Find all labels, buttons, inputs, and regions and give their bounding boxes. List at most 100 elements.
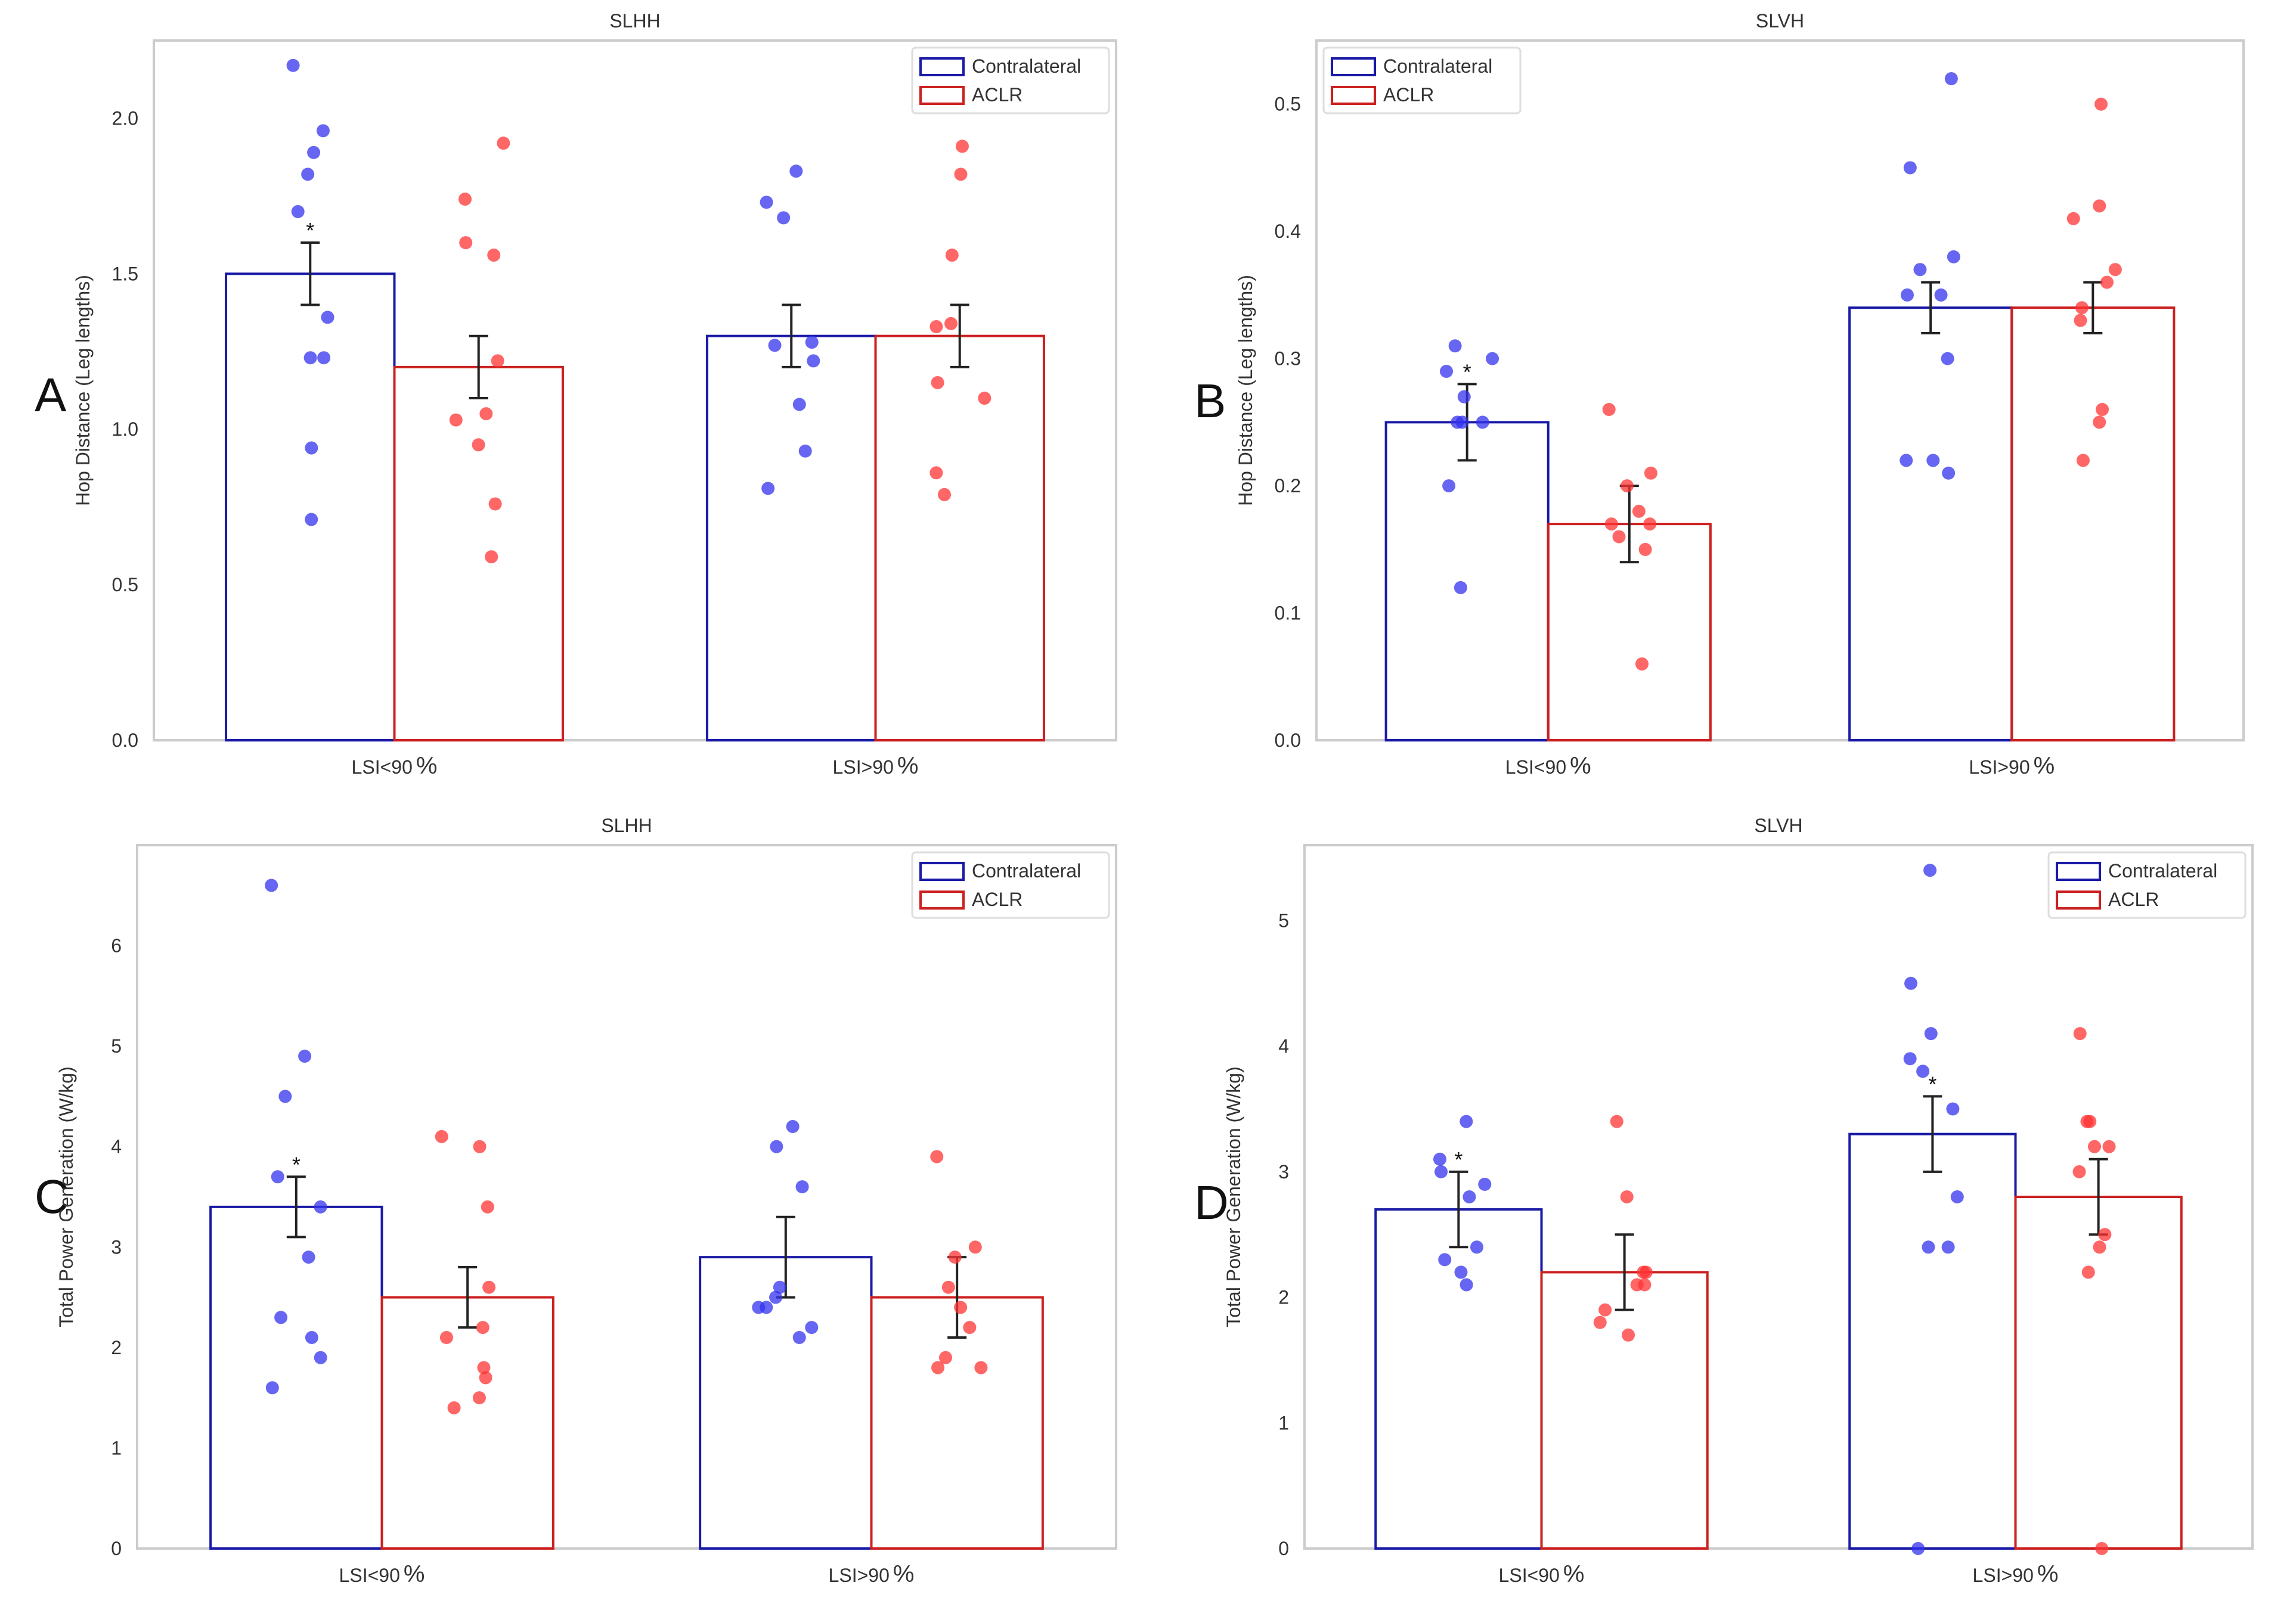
data-point-contralateral	[1438, 1253, 1452, 1267]
x-tick-suffix: %	[893, 1561, 915, 1587]
panel-b: B SLVH 0.0 0.1 0.2 0.3 0.4 0.5 Hop Distance (Leg…	[1194, 10, 2245, 779]
data-point-aclr	[2108, 263, 2122, 277]
data-point-contralateral	[1911, 1542, 1925, 1555]
y-tick-label: 2.0	[112, 107, 138, 129]
data-point-aclr	[931, 1361, 945, 1374]
x-tick-suffix: %	[404, 1561, 425, 1587]
data-point-aclr	[459, 236, 473, 250]
data-point-contralateral	[271, 1170, 284, 1184]
data-point-aclr	[472, 1391, 486, 1405]
y-tick-label: 3	[111, 1236, 122, 1258]
chart-title: SLVH	[1756, 10, 1804, 32]
x-tick-suffix: %	[2034, 753, 2055, 779]
data-point-aclr	[954, 167, 968, 181]
data-point-contralateral	[1941, 1240, 1955, 1254]
data-point-aclr	[974, 1361, 988, 1374]
data-point-contralateral	[777, 211, 791, 225]
bar-aclr	[874, 334, 1045, 741]
data-point-aclr	[938, 488, 952, 501]
significance-marker: *	[1463, 359, 1471, 384]
data-point-aclr	[1620, 1190, 1634, 1203]
data-point-aclr	[1604, 517, 1618, 531]
data-point-contralateral	[1900, 288, 1914, 302]
legend-label: ACLR	[972, 84, 1022, 106]
data-point-aclr	[2088, 1140, 2102, 1153]
data-point-aclr	[1635, 657, 1649, 671]
y-tick-label: 0.0	[112, 730, 138, 751]
data-point-contralateral	[761, 482, 775, 495]
panel-d: D SLVH 0 1 2 3 4 5 Total Power Generation (W/kg)…	[1194, 815, 2254, 1587]
data-point-aclr	[1593, 1315, 1607, 1329]
data-point-contralateral	[1451, 415, 1464, 429]
data-point-contralateral	[1941, 352, 1954, 365]
x-tick-label: LSI<90%	[339, 1561, 425, 1587]
y-tick-label: 0.3	[1275, 348, 1301, 370]
data-point-aclr	[1644, 466, 1657, 480]
data-point-contralateral	[316, 124, 330, 138]
data-point-aclr	[2066, 212, 2080, 225]
data-point-aclr	[941, 1280, 955, 1294]
data-point-contralateral	[1942, 466, 1956, 480]
data-point-contralateral	[1440, 364, 1454, 378]
data-point-contralateral	[301, 167, 315, 181]
data-point-aclr	[458, 193, 472, 206]
x-tick-label: LSI<90%	[352, 753, 438, 779]
data-point-contralateral	[769, 1290, 783, 1304]
data-point-aclr	[2093, 199, 2106, 213]
x-tick-label: LSI<90%	[1499, 1561, 1585, 1587]
data-point-contralateral	[1903, 1052, 1917, 1066]
panel-label: C	[35, 1170, 69, 1223]
x-tick-text: LSI<90	[339, 1565, 400, 1586]
bar-aclr	[380, 1296, 554, 1550]
bar-contralateral	[1384, 421, 1550, 741]
data-point-aclr	[485, 550, 498, 564]
data-point-aclr	[2096, 403, 2109, 417]
data-point-aclr	[472, 438, 485, 452]
y-tick-label: 2	[111, 1337, 122, 1358]
y-tick-label: 0.1	[1275, 603, 1301, 624]
data-point-contralateral	[792, 1331, 806, 1344]
data-point-aclr	[2081, 1265, 2095, 1279]
data-point-aclr	[487, 249, 501, 262]
data-point-contralateral	[768, 339, 782, 352]
data-point-contralateral	[278, 1090, 292, 1103]
data-point-aclr	[2093, 415, 2106, 429]
data-point-contralateral	[265, 1381, 279, 1395]
plot-frame	[136, 844, 1117, 1550]
legend-label: ACLR	[972, 889, 1022, 910]
panel-c: C SLHH 0 1 2 3 4 5 6 Total Power Generation (W/kg…	[35, 815, 1117, 1587]
data-point-contralateral	[305, 441, 318, 455]
data-point-aclr	[479, 407, 493, 421]
data-point-contralateral	[773, 1280, 786, 1294]
data-point-aclr	[2074, 314, 2087, 327]
legend: Contralateral ACLR	[911, 46, 1110, 114]
x-tick-label: LSI>90%	[833, 753, 919, 779]
bar-contralateral	[706, 334, 877, 741]
data-point-aclr	[929, 466, 943, 480]
y-tick-label: 0.5	[112, 574, 138, 595]
data-point-aclr	[2094, 97, 2108, 111]
data-point-contralateral	[1486, 352, 1499, 365]
data-point-aclr	[2095, 1542, 2109, 1555]
data-point-contralateral	[274, 1311, 288, 1324]
plot-frame	[153, 39, 1117, 741]
data-point-aclr	[1630, 1278, 1644, 1292]
y-tick-label: 0	[1278, 1538, 1289, 1559]
x-tick-label: LSI>90%	[1973, 1561, 2059, 1587]
data-point-aclr	[2076, 454, 2090, 467]
data-point-aclr	[477, 1361, 491, 1374]
x-tick-suffix: %	[897, 753, 919, 779]
data-point-contralateral	[286, 58, 300, 72]
data-point-contralateral	[1457, 390, 1471, 404]
data-point-contralateral	[1934, 288, 1948, 302]
data-point-aclr	[2083, 1115, 2097, 1128]
plot-frame	[1315, 39, 2245, 741]
data-point-contralateral	[1470, 1240, 1484, 1254]
data-point-aclr	[944, 317, 958, 330]
data-point-contralateral	[1454, 581, 1467, 594]
data-point-contralateral	[1904, 976, 1918, 990]
legend-label: Contralateral	[972, 55, 1081, 77]
bar-contralateral	[1848, 1132, 2017, 1550]
x-tick-label: LSI>90%	[829, 1561, 915, 1587]
